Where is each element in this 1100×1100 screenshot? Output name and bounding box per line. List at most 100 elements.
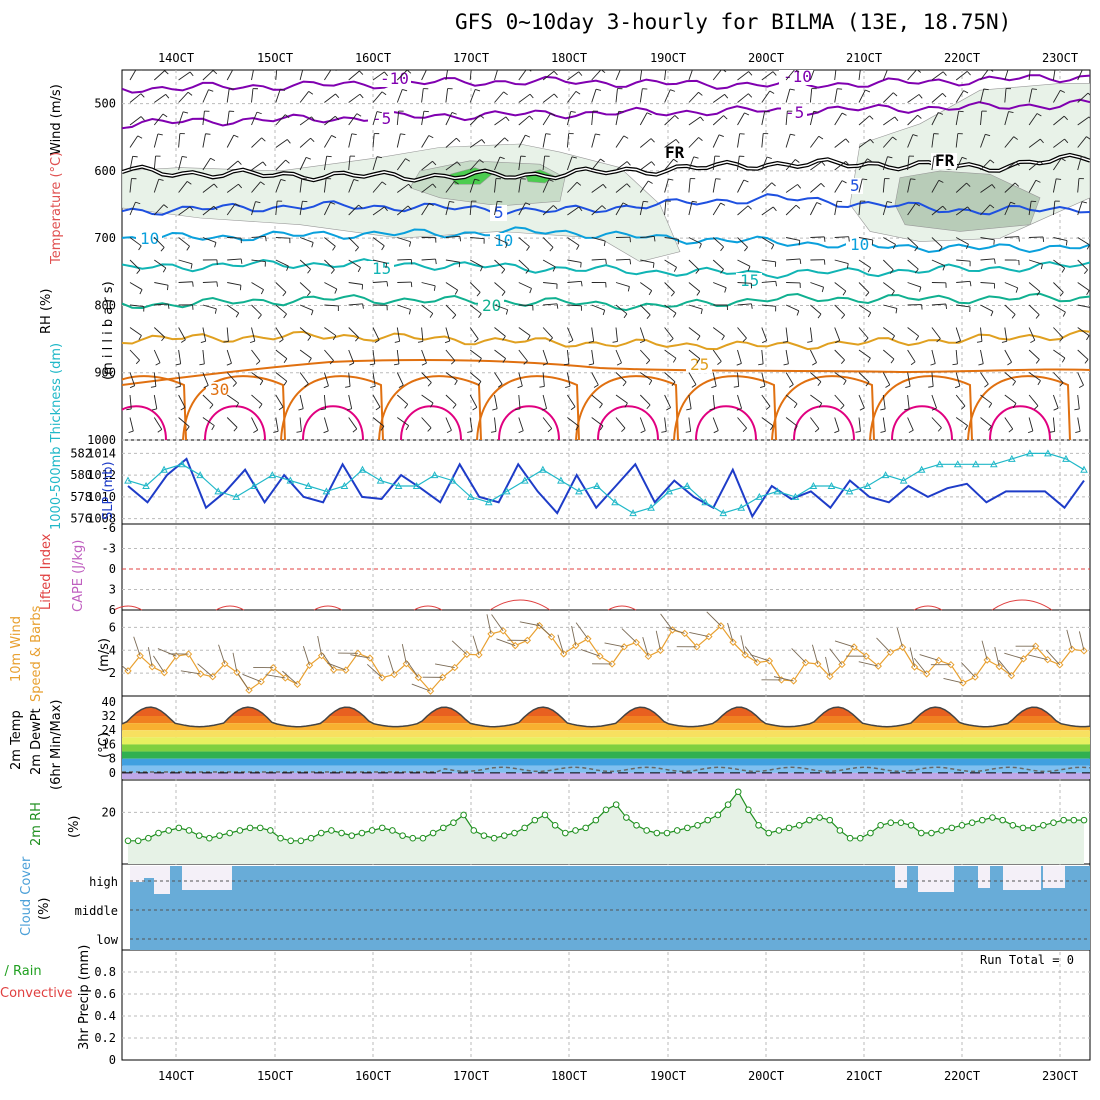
wind-barb — [129, 417, 134, 432]
wind-barb — [785, 372, 794, 385]
cape-trace — [215, 605, 245, 611]
cape-trace — [413, 605, 443, 611]
wind-barb-flag — [260, 289, 264, 295]
wind-barb-flag — [356, 113, 362, 117]
wind-barb-flag — [692, 200, 698, 203]
wind-barb — [1004, 70, 1009, 81]
precip-tick: 0.4 — [94, 1009, 116, 1023]
wind-barb-flag — [260, 181, 265, 186]
wind-barb — [251, 88, 254, 103]
wind-barb — [469, 282, 481, 293]
wind-barb — [640, 138, 652, 148]
wind-barb — [251, 137, 262, 148]
wind-barb-flag — [565, 385, 571, 388]
wind-barb-flag — [580, 262, 582, 268]
wind-barb — [858, 158, 868, 171]
wind-barb — [251, 282, 264, 290]
wind-barb-flag — [818, 402, 823, 408]
wind-barb-flag — [1049, 430, 1055, 433]
wind-barb — [980, 394, 992, 404]
date-label-bottom: 21OCT — [846, 1069, 882, 1083]
thickness-marker — [665, 487, 673, 495]
wind-barb-flag — [960, 405, 966, 410]
wind-barb-10m — [411, 683, 431, 692]
wind-barb-flag — [428, 202, 434, 207]
wind-barb — [980, 304, 994, 312]
wind-barb — [226, 134, 235, 148]
wind-barb — [1028, 372, 1041, 381]
wind-barb — [299, 327, 312, 337]
wind-barb — [664, 89, 671, 103]
wind-barb-flag — [952, 363, 958, 366]
wind-barb-10m — [232, 652, 238, 673]
wind-barb — [955, 133, 959, 148]
wind-barb — [1028, 138, 1041, 148]
wind-barb-flag — [915, 203, 921, 207]
wind-barb-flag — [136, 269, 141, 274]
wind-barb — [469, 349, 482, 359]
wind-barb-flag — [1007, 361, 1012, 366]
isotherm-label-bg — [781, 105, 807, 121]
wind-marker — [390, 670, 398, 679]
wind-barb-flag — [330, 269, 335, 274]
wind-barb — [202, 304, 217, 310]
wind-barb — [761, 349, 764, 364]
thickness-marker — [448, 476, 457, 484]
thickness-marker — [1080, 465, 1088, 473]
wind-barb-flag — [623, 135, 629, 139]
wind-barb-flag — [529, 115, 534, 120]
rh-marker — [623, 814, 630, 821]
wind-barb-flag — [648, 380, 653, 386]
rh-marker — [867, 829, 874, 837]
wind-barb-flag — [748, 71, 753, 76]
wind-barb-flag — [1086, 244, 1090, 250]
wind-barb-flag — [575, 91, 581, 95]
wind-barb-flag — [650, 138, 655, 143]
wind-barb-flag — [1014, 182, 1020, 187]
wind-barb — [421, 372, 432, 383]
wind-barb — [494, 116, 507, 126]
wind-barb — [178, 71, 191, 81]
wind-barb — [639, 70, 643, 81]
wind-barb-flag — [556, 303, 559, 309]
wind-barb-flag — [235, 203, 240, 207]
wind-barb — [591, 372, 599, 386]
wind-barb-10m — [571, 625, 577, 646]
precip-ylabel-b: Convective — [0, 986, 73, 1001]
wind-barb — [858, 259, 871, 269]
wind-barb — [931, 237, 943, 248]
precip-tick: 0.8 — [94, 965, 116, 979]
wind-barb-flag — [259, 380, 264, 386]
wind-barb — [883, 237, 896, 245]
wind-barb — [834, 70, 837, 81]
wind-barb — [469, 372, 482, 382]
wind-barb-flag — [889, 269, 894, 274]
wind-barb — [348, 417, 358, 430]
date-label-top: 14OCT — [158, 51, 194, 65]
upper-ylabel-wind: Wind (m/s) — [49, 84, 64, 155]
wind-marker — [438, 673, 447, 682]
rh-marker — [755, 821, 762, 829]
wind-barb — [882, 372, 891, 386]
wind-barb-flag — [673, 267, 677, 272]
wind-barb-flag — [456, 137, 461, 143]
wind-barb-flag — [869, 115, 874, 120]
rh-marker — [1009, 821, 1017, 829]
wind-barb — [786, 258, 801, 261]
thickness-marker — [322, 487, 331, 495]
cloud-level-label: high — [89, 875, 118, 889]
temp-tick: 24 — [102, 723, 116, 737]
wind-barb-10m — [876, 637, 891, 653]
wind-barb — [1029, 236, 1044, 238]
wind-barb-flag — [720, 269, 724, 274]
wind-barb-flag — [818, 135, 824, 140]
wind-barb — [883, 349, 895, 360]
date-label-top: 15OCT — [257, 51, 293, 65]
cloud-gap — [154, 866, 170, 894]
wind-barb-10m — [981, 640, 988, 661]
wind-barb — [178, 181, 188, 193]
thickness-marker — [989, 460, 998, 468]
wind-barb-flag — [670, 292, 675, 297]
wind-barb-flag — [479, 114, 485, 119]
